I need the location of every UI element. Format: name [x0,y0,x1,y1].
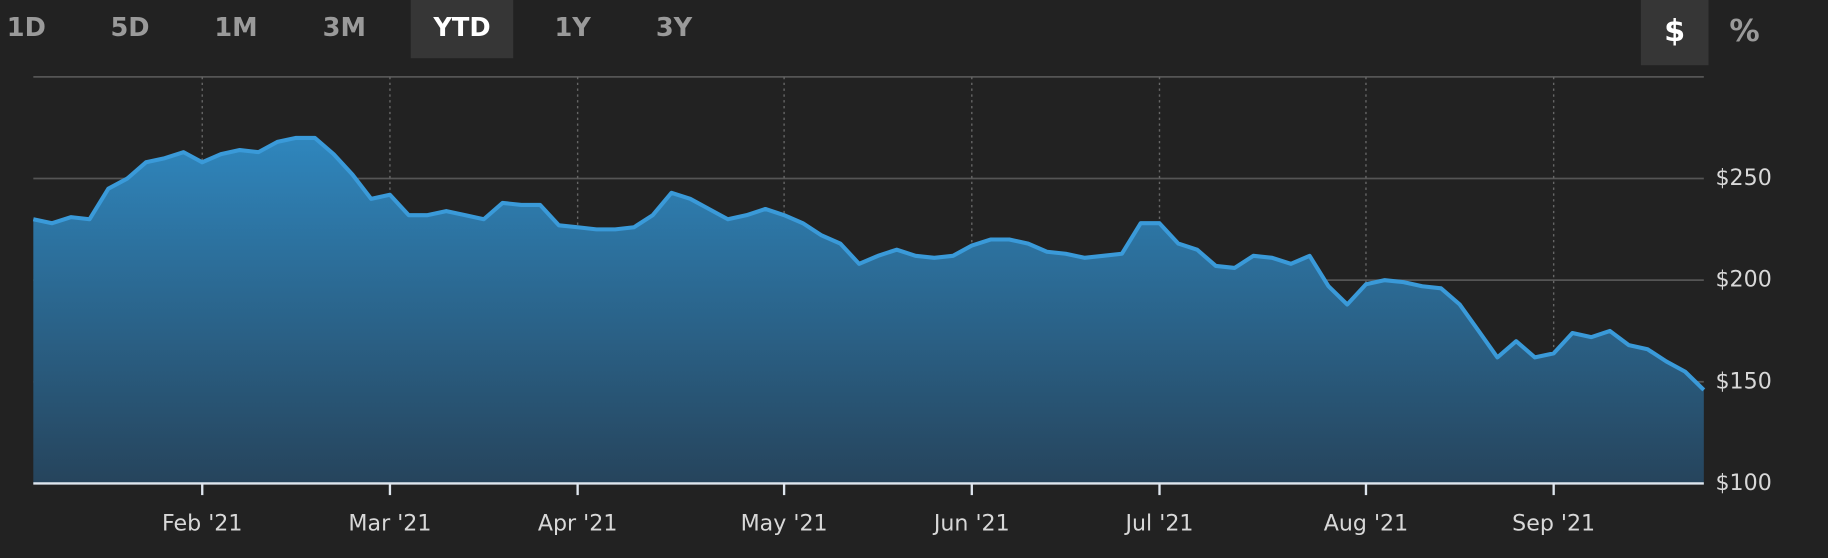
x-tick-label: Sep '21 [1512,511,1595,537]
range-button[interactable]: YTD [432,13,490,43]
range-button[interactable]: 1M [214,13,257,43]
y-tick-label: $200 [1715,267,1771,293]
range-button[interactable]: 3Y [656,13,693,43]
unit-button[interactable]: $ [1664,14,1685,49]
area-fill [33,137,1704,484]
range-button[interactable]: 3M [323,13,366,43]
unit-button[interactable]: % [1729,14,1759,49]
y-tick-label: $150 [1715,368,1771,394]
y-tick-label: $250 [1715,165,1771,191]
x-tick-label: Jun '21 [932,511,1010,537]
range-button[interactable]: 1D [7,13,46,43]
unit-button-active-bg [1640,0,1709,66]
x-tick-label: May '21 [741,511,828,537]
x-tick-label: Feb '21 [162,511,242,537]
x-tick-label: Aug '21 [1324,511,1408,537]
range-button[interactable]: 1Y [554,13,591,43]
price-line [32,135,1706,392]
plot: $100 $150 $200 $250 Feb '21 Mar '21 Apr '21 May… [32,76,1772,537]
x-tick-label: Mar '21 [348,511,431,537]
controls: 1D 5D 1M 3M YTD 1Y 3Y $% [7,0,1760,66]
range-button[interactable]: 5D [110,13,149,43]
y-tick-label: $100 [1715,470,1771,496]
x-tick-label: Jul '21 [1124,511,1194,537]
range-button-active-bg [410,0,514,59]
x-tick-label: Apr '21 [538,511,618,537]
